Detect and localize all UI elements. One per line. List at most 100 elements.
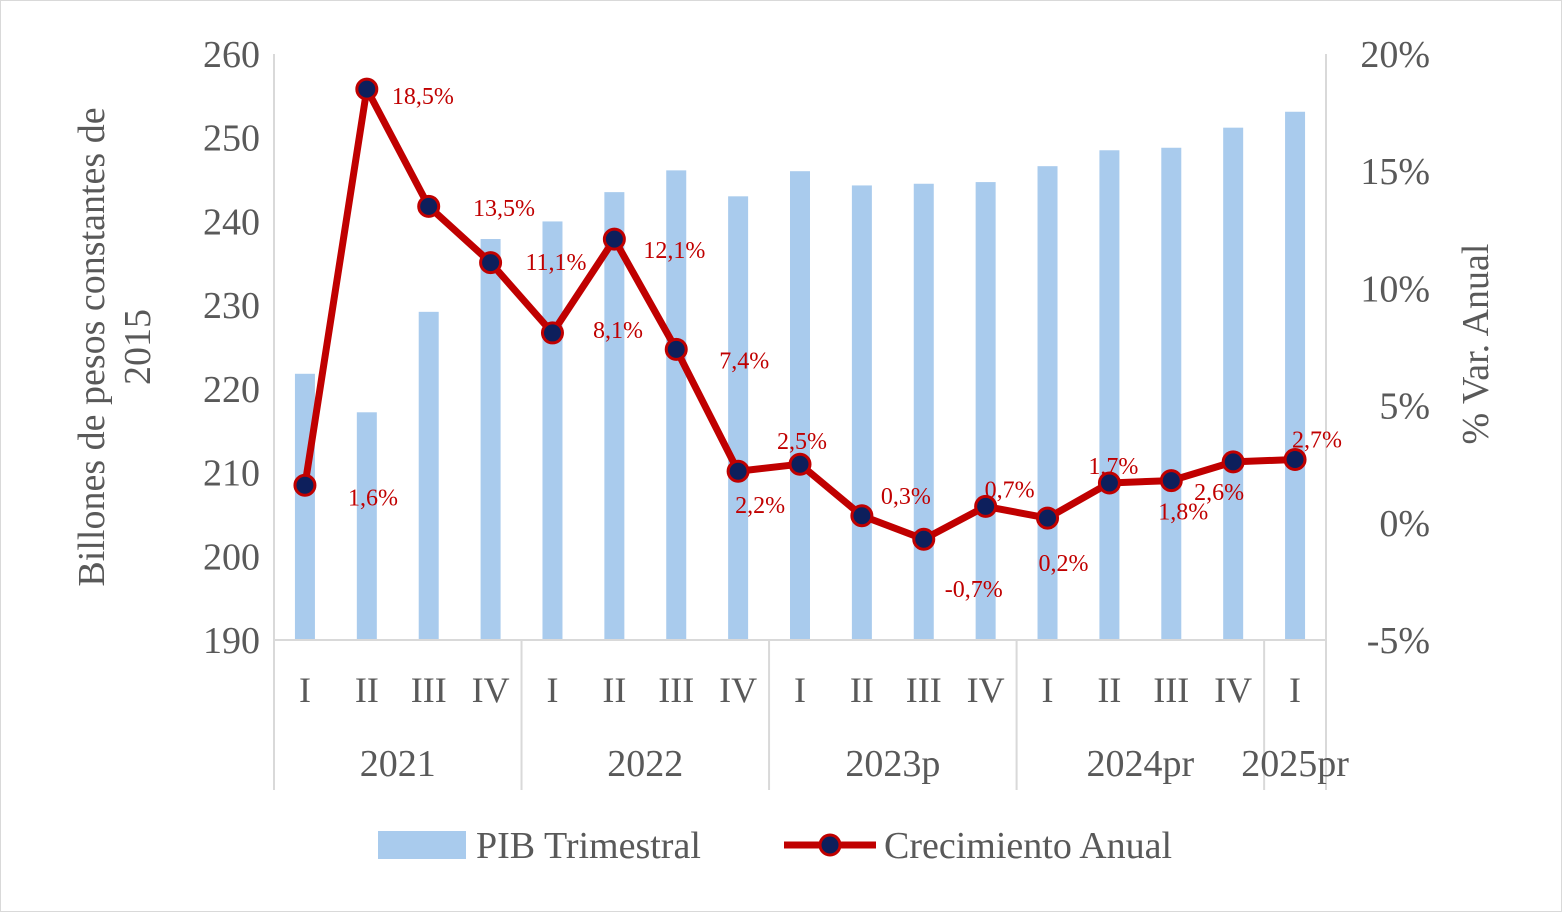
y-right-tick-label: 15% — [1360, 151, 1430, 193]
bar — [542, 221, 563, 640]
year-label: 2023p — [845, 743, 940, 785]
y-right-tick-label: 20% — [1360, 34, 1430, 76]
bar — [913, 183, 934, 640]
bar — [728, 196, 749, 641]
bar — [604, 192, 625, 640]
bar — [356, 412, 377, 640]
quarter-label: III — [906, 670, 942, 710]
growth-point — [355, 77, 379, 101]
y-right-axis-title: % Var. Anual — [1455, 244, 1497, 445]
quarter-label: II — [602, 670, 626, 710]
bar — [418, 311, 439, 640]
line-series — [293, 77, 1307, 551]
quarter-label: II — [355, 670, 379, 710]
y-right-tick-label: 0% — [1379, 503, 1430, 545]
growth-point — [912, 527, 936, 551]
growth-data-label: 13,5% — [473, 196, 535, 222]
y-left-tick-label: 220 — [203, 369, 260, 411]
year-label: 2022 — [607, 743, 683, 785]
legend-bar-swatch — [378, 831, 466, 859]
growth-point — [602, 227, 626, 251]
quarter-label: IV — [967, 670, 1005, 710]
growth-point — [1036, 506, 1060, 530]
bar — [975, 182, 996, 640]
growth-data-label: 2,6% — [1194, 480, 1244, 506]
growth-data-label: 7,4% — [719, 348, 769, 374]
legend-line-marker — [818, 833, 842, 857]
quarter-label: II — [850, 670, 874, 710]
bar — [790, 171, 810, 640]
bar — [666, 170, 687, 640]
growth-point — [1097, 471, 1121, 495]
quarter-label: I — [299, 670, 311, 710]
bar — [851, 185, 872, 640]
y-left-axis-title-line: Billones de pesos constantes de — [71, 107, 113, 586]
y-left-tick-label: 250 — [203, 118, 260, 160]
axes: 190 200 210 220 230 240 250 260 -5% 0% 5% 10% 15% 20%… — [71, 34, 1497, 790]
year-label: 2021 — [360, 743, 436, 785]
y-left-tick-label: 190 — [203, 620, 260, 662]
growth-point — [1159, 469, 1183, 493]
bar — [1099, 150, 1120, 640]
growth-point — [417, 194, 441, 218]
y-left-tick-label: 240 — [203, 201, 260, 243]
growth-point — [974, 494, 998, 518]
quarter-label: III — [1153, 670, 1189, 710]
growth-data-label: 11,1% — [525, 250, 586, 276]
quarter-label: III — [411, 670, 447, 710]
growth-data-label: 18,5% — [392, 84, 454, 110]
growth-point — [479, 251, 503, 275]
quarter-label: I — [794, 670, 806, 710]
year-label: 2025pr — [1241, 743, 1349, 785]
growth-point — [726, 459, 750, 483]
growth-point — [540, 321, 564, 345]
growth-data-label: 1,7% — [1088, 454, 1138, 480]
quarter-label: I — [546, 670, 558, 710]
growth-point — [1221, 450, 1245, 474]
y-left-tick-label: 260 — [203, 34, 260, 76]
growth-point — [1283, 448, 1307, 472]
growth-data-label: 1,8% — [1158, 500, 1208, 526]
y-left-tick-label: 200 — [203, 536, 260, 578]
growth-data-label: 2,5% — [777, 429, 827, 455]
growth-data-label: 2,7% — [1292, 428, 1342, 454]
quarter-label: IV — [472, 670, 510, 710]
y-left-tick-label: 210 — [203, 453, 260, 495]
quarter-label: IV — [1214, 670, 1252, 710]
growth-point — [293, 473, 317, 497]
year-label: 2024pr — [1087, 743, 1195, 785]
legend: PIB Trimestral Crecimiento Anual — [378, 825, 1172, 867]
growth-point — [664, 337, 688, 361]
growth-data-label: -0,7% — [945, 577, 1003, 603]
y-right-tick-label: 10% — [1360, 268, 1430, 310]
y-left-tick-label: 230 — [203, 285, 260, 327]
y-left-axis-title-line: 2015 — [117, 309, 159, 385]
quarter-label: I — [1289, 670, 1301, 710]
y-right-tick-label: -5% — [1367, 620, 1430, 662]
legend-bar-label: PIB Trimestral — [476, 825, 701, 867]
quarter-label: II — [1097, 670, 1121, 710]
quarter-label: IV — [719, 670, 757, 710]
growth-data-label: 12,1% — [643, 238, 705, 264]
growth-point — [850, 504, 874, 528]
growth-point — [788, 452, 812, 476]
growth-data-label: 1,6% — [348, 485, 398, 511]
bar — [1223, 127, 1244, 640]
data-labels: 1,6% 18,5% 13,5% 11,1% 8,1% 12,1% 7,4% 2,2% 2,5%… — [348, 84, 1342, 603]
growth-data-label: 0,2% — [1039, 551, 1089, 577]
bar — [1161, 147, 1182, 640]
growth-data-label: 8,1% — [593, 318, 643, 344]
bar — [480, 239, 501, 640]
growth-data-label: 0,3% — [881, 484, 931, 510]
bar — [294, 373, 315, 640]
quarter-label: III — [658, 670, 694, 710]
y-right-tick-label: 5% — [1379, 386, 1430, 428]
quarter-label: I — [1042, 670, 1054, 710]
y-left-axis-title: Billones de pesos constantes de 2015 — [71, 107, 159, 586]
bar — [1285, 111, 1306, 640]
growth-data-label: 2,2% — [735, 493, 785, 519]
legend-line-label: Crecimiento Anual — [884, 825, 1172, 867]
growth-data-label: 0,7% — [985, 477, 1035, 503]
